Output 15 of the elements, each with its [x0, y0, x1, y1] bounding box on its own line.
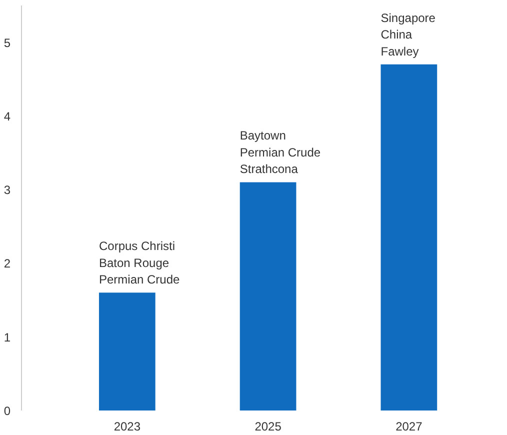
y-tick-label: 2 — [4, 256, 11, 271]
y-tick-label: 1 — [4, 330, 11, 344]
y-tick-label: 4 — [4, 109, 11, 124]
x-tick-label: 2023 — [114, 420, 141, 434]
y-tick-label: 3 — [4, 183, 11, 198]
bar — [380, 64, 438, 410]
y-tick-label: 5 — [4, 36, 11, 50]
x-tick-label: 2027 — [396, 420, 423, 434]
annotation: Singapore China Fawley — [380, 10, 436, 58]
annotation: Baytown Permian Crude Strathcona — [240, 128, 321, 176]
bar — [98, 292, 156, 410]
y-tick-label: 0 — [4, 404, 11, 418]
annotation: Corpus Christi Baton Rouge Permian Crude — [98, 239, 180, 287]
x-tick-label: 2025 — [254, 420, 282, 434]
bar — [240, 182, 296, 410]
